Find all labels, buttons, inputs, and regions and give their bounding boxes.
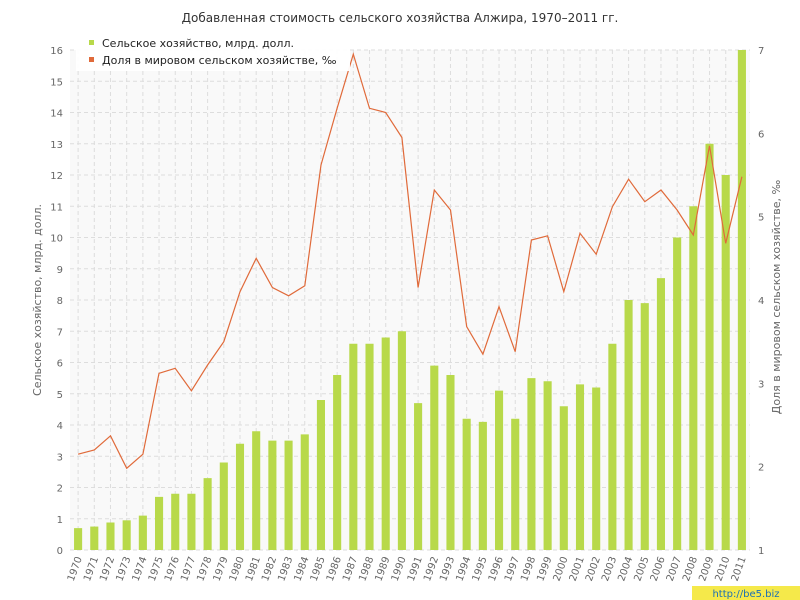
bar <box>430 365 439 550</box>
y-tick-label: 12 <box>50 171 63 182</box>
watermark-link[interactable]: http://be5.biz <box>712 589 779 600</box>
bar <box>705 143 714 550</box>
bar <box>575 384 585 550</box>
bar <box>478 421 487 550</box>
bar <box>122 520 131 550</box>
bar <box>155 496 164 550</box>
bar <box>284 440 293 550</box>
legend-label-bars: Сельское хозяйство, млрд. долл. <box>102 37 294 50</box>
y-tick-label: 7 <box>57 327 63 338</box>
y-tick-label: 16 <box>50 46 63 57</box>
bar <box>219 462 228 550</box>
bar <box>559 406 568 550</box>
y-tick-label: 13 <box>50 140 63 151</box>
bar <box>673 237 682 550</box>
y-tick-label: 9 <box>57 265 63 276</box>
y-tick-label: 11 <box>50 202 63 213</box>
chart-title: Добавленная стоимость сельского хозяйств… <box>182 11 619 25</box>
y2-tick-label: 4 <box>758 296 764 307</box>
bar-series <box>74 50 746 550</box>
bar <box>268 440 277 550</box>
bar <box>333 375 342 550</box>
bar <box>300 434 309 550</box>
y-axis-label-left: Сельское хозяйство, млрд. долл. <box>31 204 44 396</box>
bar <box>737 50 746 550</box>
bar <box>656 278 665 550</box>
y-tick-label: 10 <box>50 234 63 245</box>
bar <box>527 378 536 550</box>
y2-tick-label: 2 <box>758 463 764 474</box>
y-tick-label: 15 <box>50 77 63 88</box>
bar <box>640 303 649 550</box>
bar <box>365 343 374 550</box>
y-tick-label: 4 <box>57 421 63 432</box>
bar <box>252 431 261 550</box>
y-tick-label: 3 <box>57 452 63 463</box>
y-tick-label: 0 <box>57 546 63 557</box>
bar <box>397 331 406 550</box>
bar <box>592 387 601 550</box>
bar <box>381 337 390 550</box>
bar <box>543 381 552 550</box>
x-tick-label: 2011 <box>730 555 749 583</box>
y-tick-label: 1 <box>57 515 63 526</box>
bar <box>446 375 455 550</box>
legend-marker-bars <box>89 40 94 45</box>
bar <box>721 175 730 550</box>
series-line <box>77 52 743 470</box>
bar <box>235 443 245 550</box>
y2-tick-label: 3 <box>758 379 764 390</box>
y-tick-label: 14 <box>50 109 63 120</box>
bar <box>74 528 83 550</box>
bar <box>187 493 196 550</box>
bar <box>203 478 212 550</box>
x-axis: 1970197119721973197419751976197719781979… <box>66 555 749 583</box>
bar <box>495 390 504 550</box>
watermark-background <box>692 586 800 600</box>
bar <box>414 403 423 550</box>
y-tick-label: 6 <box>57 359 63 370</box>
y2-tick-label: 5 <box>758 213 764 224</box>
bar <box>106 522 115 550</box>
line-series <box>77 52 743 470</box>
bar <box>624 300 633 550</box>
legend: Сельское хозяйство, млрд. долл. Доля в м… <box>76 33 350 71</box>
legend-label-line: Доля в мировом сельском хозяйстве, ‰ <box>102 54 337 67</box>
legend-marker-line <box>89 57 94 62</box>
watermark[interactable]: http://be5.biz <box>692 586 800 600</box>
y-tick-label: 8 <box>57 296 63 307</box>
bar <box>462 418 471 550</box>
bar <box>689 206 698 550</box>
y-axis-right: 1 2 3 4 5 6 7 <box>758 46 764 557</box>
bar <box>90 526 99 550</box>
y2-tick-label: 6 <box>758 129 764 140</box>
y2-tick-label: 7 <box>758 46 764 57</box>
y2-tick-label: 1 <box>758 546 764 557</box>
bar <box>608 343 617 550</box>
bar <box>138 515 147 550</box>
y-tick-label: 2 <box>57 484 63 495</box>
y-axis-label-right: Доля в мировом сельском хозяйстве, ‰ <box>770 180 783 415</box>
bar <box>349 343 358 550</box>
bar <box>171 493 180 550</box>
y-tick-label: 5 <box>57 390 63 401</box>
bar <box>511 418 520 550</box>
legend-box <box>76 33 350 71</box>
bar <box>316 400 325 550</box>
